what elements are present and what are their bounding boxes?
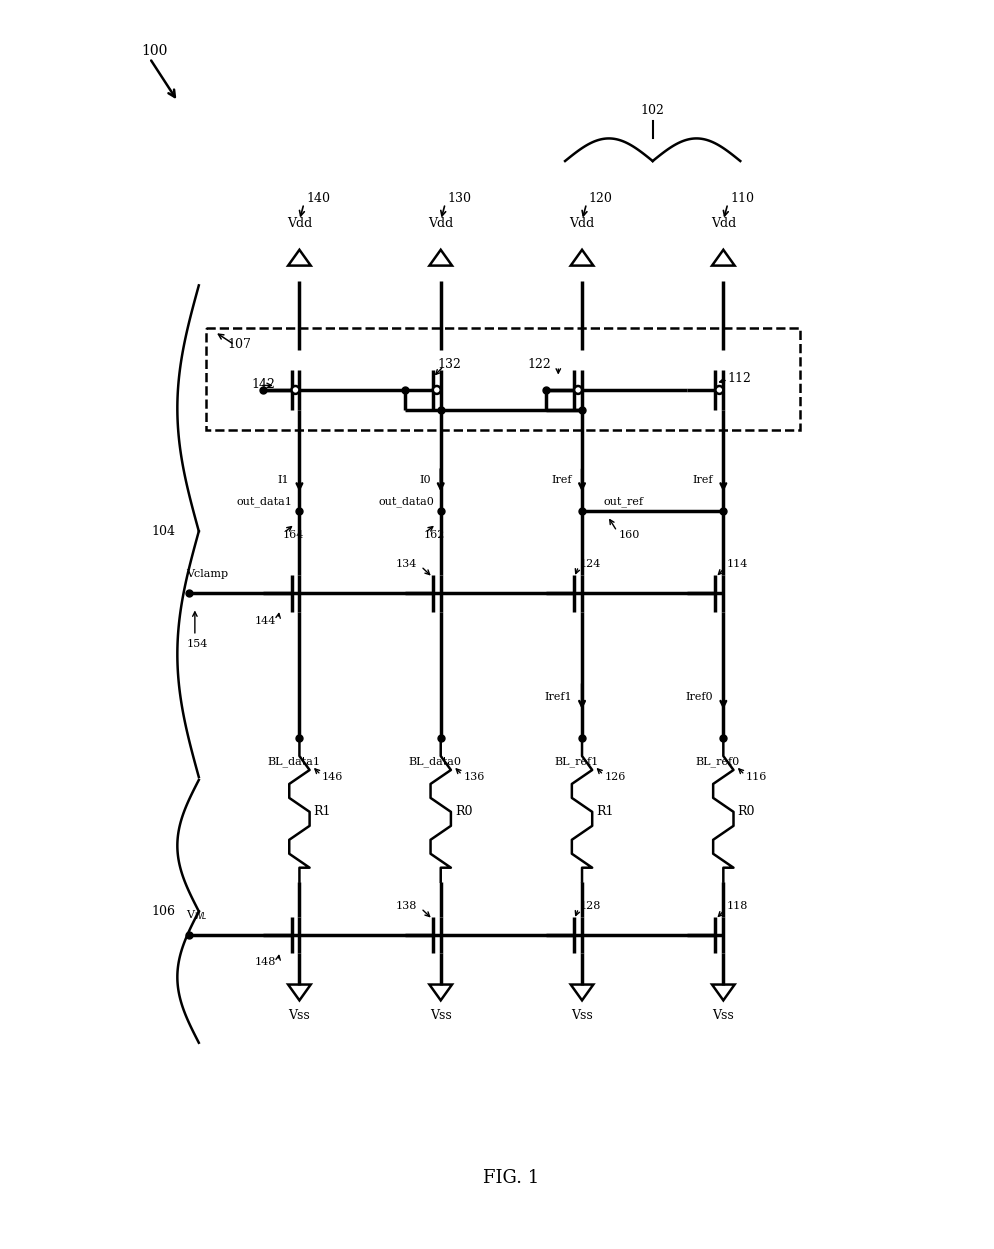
Text: Vss: Vss bbox=[571, 1009, 592, 1022]
Text: Iref: Iref bbox=[551, 476, 572, 486]
Text: 116: 116 bbox=[746, 772, 767, 782]
Text: 130: 130 bbox=[447, 192, 471, 205]
Text: 104: 104 bbox=[152, 525, 176, 538]
Text: 134: 134 bbox=[396, 560, 416, 570]
Text: 140: 140 bbox=[306, 192, 330, 205]
Text: out_data1: out_data1 bbox=[237, 496, 292, 507]
Text: 100: 100 bbox=[141, 44, 167, 57]
Text: Vdd: Vdd bbox=[286, 217, 312, 230]
Text: R1: R1 bbox=[313, 806, 331, 818]
Text: R0: R0 bbox=[454, 806, 472, 818]
Text: Vclamp: Vclamp bbox=[186, 568, 229, 578]
Text: 126: 126 bbox=[604, 772, 625, 782]
Text: Vss: Vss bbox=[429, 1009, 451, 1022]
Text: BL_ref0: BL_ref0 bbox=[695, 756, 740, 767]
Text: 154: 154 bbox=[186, 639, 208, 649]
Text: 106: 106 bbox=[152, 904, 176, 918]
Text: 110: 110 bbox=[730, 192, 753, 205]
Text: 162: 162 bbox=[423, 530, 445, 541]
Text: 122: 122 bbox=[527, 358, 551, 371]
Text: Vdd: Vdd bbox=[570, 217, 594, 230]
Circle shape bbox=[291, 386, 299, 393]
Text: 128: 128 bbox=[579, 901, 600, 911]
Text: 132: 132 bbox=[437, 358, 461, 371]
Circle shape bbox=[574, 386, 581, 393]
Text: out_ref: out_ref bbox=[603, 496, 643, 507]
Text: 146: 146 bbox=[322, 772, 343, 782]
Text: BL_data0: BL_data0 bbox=[409, 756, 461, 767]
Text: 136: 136 bbox=[463, 772, 484, 782]
Text: Vdd: Vdd bbox=[711, 217, 736, 230]
Text: 148: 148 bbox=[254, 958, 275, 968]
Text: 114: 114 bbox=[726, 560, 747, 570]
Text: R1: R1 bbox=[595, 806, 613, 818]
Text: 102: 102 bbox=[640, 104, 664, 116]
Text: I1: I1 bbox=[277, 476, 289, 486]
Text: Iref: Iref bbox=[692, 476, 713, 486]
Circle shape bbox=[432, 386, 440, 393]
Text: out_data0: out_data0 bbox=[378, 496, 433, 507]
Text: Iref0: Iref0 bbox=[685, 692, 713, 702]
Text: 120: 120 bbox=[588, 192, 612, 205]
Text: R0: R0 bbox=[738, 806, 754, 818]
Text: 164: 164 bbox=[282, 530, 304, 541]
Text: 144: 144 bbox=[254, 616, 275, 626]
Text: Vss: Vss bbox=[712, 1009, 734, 1022]
Text: 138: 138 bbox=[396, 901, 416, 911]
Text: V$_{WL}$: V$_{WL}$ bbox=[186, 909, 208, 923]
Text: Iref1: Iref1 bbox=[544, 692, 572, 702]
Text: 118: 118 bbox=[726, 901, 747, 911]
Text: 112: 112 bbox=[728, 372, 751, 385]
Text: Vdd: Vdd bbox=[427, 217, 453, 230]
Circle shape bbox=[715, 386, 723, 393]
Text: Vss: Vss bbox=[288, 1009, 310, 1022]
Text: BL_data1: BL_data1 bbox=[267, 756, 320, 767]
Text: FIG. 1: FIG. 1 bbox=[483, 1169, 539, 1188]
Text: 124: 124 bbox=[579, 560, 600, 570]
Text: 142: 142 bbox=[251, 377, 275, 391]
Text: BL_ref1: BL_ref1 bbox=[554, 756, 598, 767]
Text: 160: 160 bbox=[618, 530, 640, 541]
Text: I0: I0 bbox=[418, 476, 430, 486]
Text: 107: 107 bbox=[227, 338, 250, 351]
